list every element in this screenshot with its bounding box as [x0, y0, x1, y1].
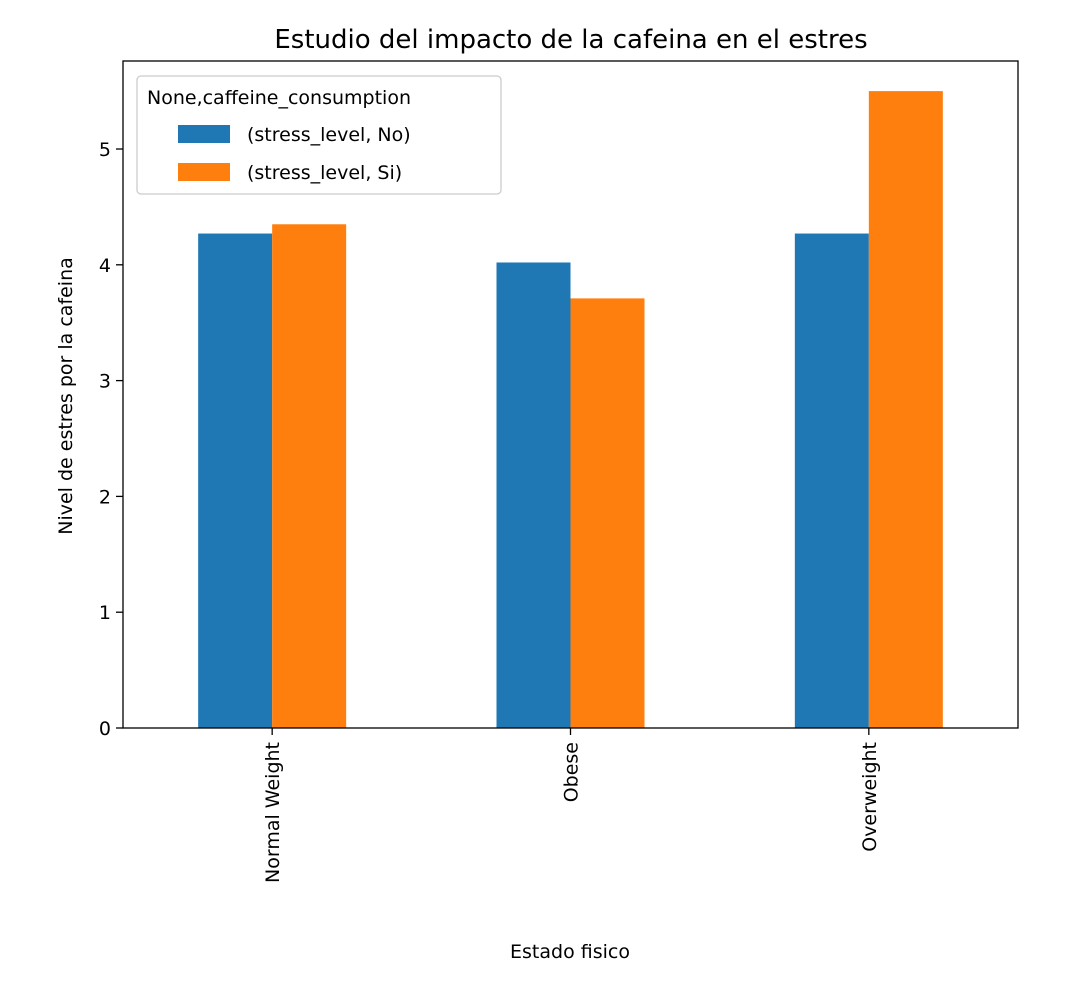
bar-obese-no	[496, 262, 571, 728]
y-tick-label: 3	[99, 371, 111, 393]
legend: None,caffeine_consumption (stress_level,…	[136, 75, 502, 195]
legend-label-no: (stress_level, No)	[247, 124, 411, 146]
bar-normal-weight-si	[272, 224, 347, 728]
y-axis-label: Nivel de estres por la cafeina	[55, 257, 77, 535]
bars-group	[198, 91, 943, 729]
x-tick-label: Obese	[561, 742, 583, 802]
y-tick-label: 1	[99, 602, 111, 624]
bar-obese-si	[570, 298, 645, 728]
plot-area-frame	[122, 60, 1019, 729]
legend-label-si: (stress_level, Si)	[247, 162, 402, 184]
y-tick-label: 5	[99, 139, 111, 161]
y-tick-label: 4	[99, 255, 111, 277]
x-axis-ticks: Normal Weight Obese Overweight	[262, 728, 881, 883]
bar-overweight-si	[868, 91, 943, 728]
x-axis-label: Estado fisico	[510, 941, 630, 963]
bar-overweight-no	[794, 233, 869, 729]
chart-title: Estudio del impacto de la cafeina en el …	[274, 25, 867, 55]
legend-swatch-no	[178, 125, 230, 143]
x-tick-label: Overweight	[859, 742, 881, 852]
bar-normal-weight-no	[198, 233, 273, 729]
y-tick-label: 0	[99, 718, 111, 740]
y-tick-label: 2	[99, 486, 111, 508]
x-tick-label: Normal Weight	[262, 742, 284, 883]
legend-title: None,caffeine_consumption	[147, 87, 411, 109]
y-axis-ticks: 0 1 2 3 4 5	[99, 139, 123, 740]
legend-swatch-si	[178, 163, 230, 181]
